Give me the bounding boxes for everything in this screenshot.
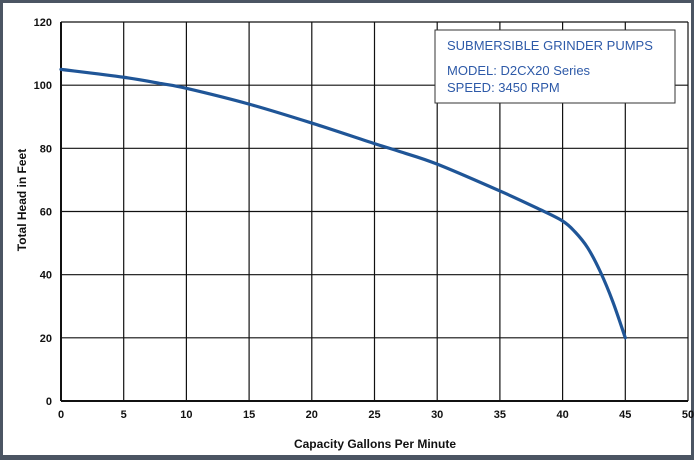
y-tick-label: 80 [40, 143, 52, 155]
x-tick-label: 45 [619, 409, 631, 421]
tick-labels: 0 5 10 15 20 25 30 35 40 45 50 0 20 40 60 80 100 120 [34, 17, 694, 421]
legend-title: SUBMERSIBLE GRINDER PUMPS [447, 38, 653, 53]
y-tick-label: 100 [34, 80, 52, 92]
y-tick-label: 120 [34, 17, 52, 29]
legend-box: SUBMERSIBLE GRINDER PUMPS MODEL: D2CX20 … [434, 29, 676, 104]
axes [60, 22, 688, 402]
x-tick-label: 40 [556, 409, 568, 421]
x-tick-label: 15 [243, 409, 255, 421]
y-axis-title: Total Head in Feet [15, 149, 29, 251]
x-tick-label: 0 [58, 409, 64, 421]
series-group [59, 67, 627, 340]
x-tick-label: 25 [368, 409, 380, 421]
legend-model: MODEL: D2CX20 Series [447, 63, 591, 78]
legend-speed: SPEED: 3450 RPM [447, 80, 560, 95]
x-tick-label: 50 [682, 409, 694, 421]
pump-curve-line [59, 67, 627, 340]
x-tick-label: 20 [306, 409, 318, 421]
y-tick-label: 20 [40, 333, 52, 345]
x-axis-title: Capacity Gallons Per Minute [294, 437, 456, 451]
x-tick-label: 30 [431, 409, 443, 421]
y-tick-label: 60 [40, 207, 52, 219]
x-tick-label: 35 [494, 409, 506, 421]
x-tick-label: 10 [180, 409, 192, 421]
y-tick-label: 40 [40, 270, 52, 282]
y-tick-label: 0 [46, 396, 52, 408]
x-tick-label: 5 [121, 409, 127, 421]
